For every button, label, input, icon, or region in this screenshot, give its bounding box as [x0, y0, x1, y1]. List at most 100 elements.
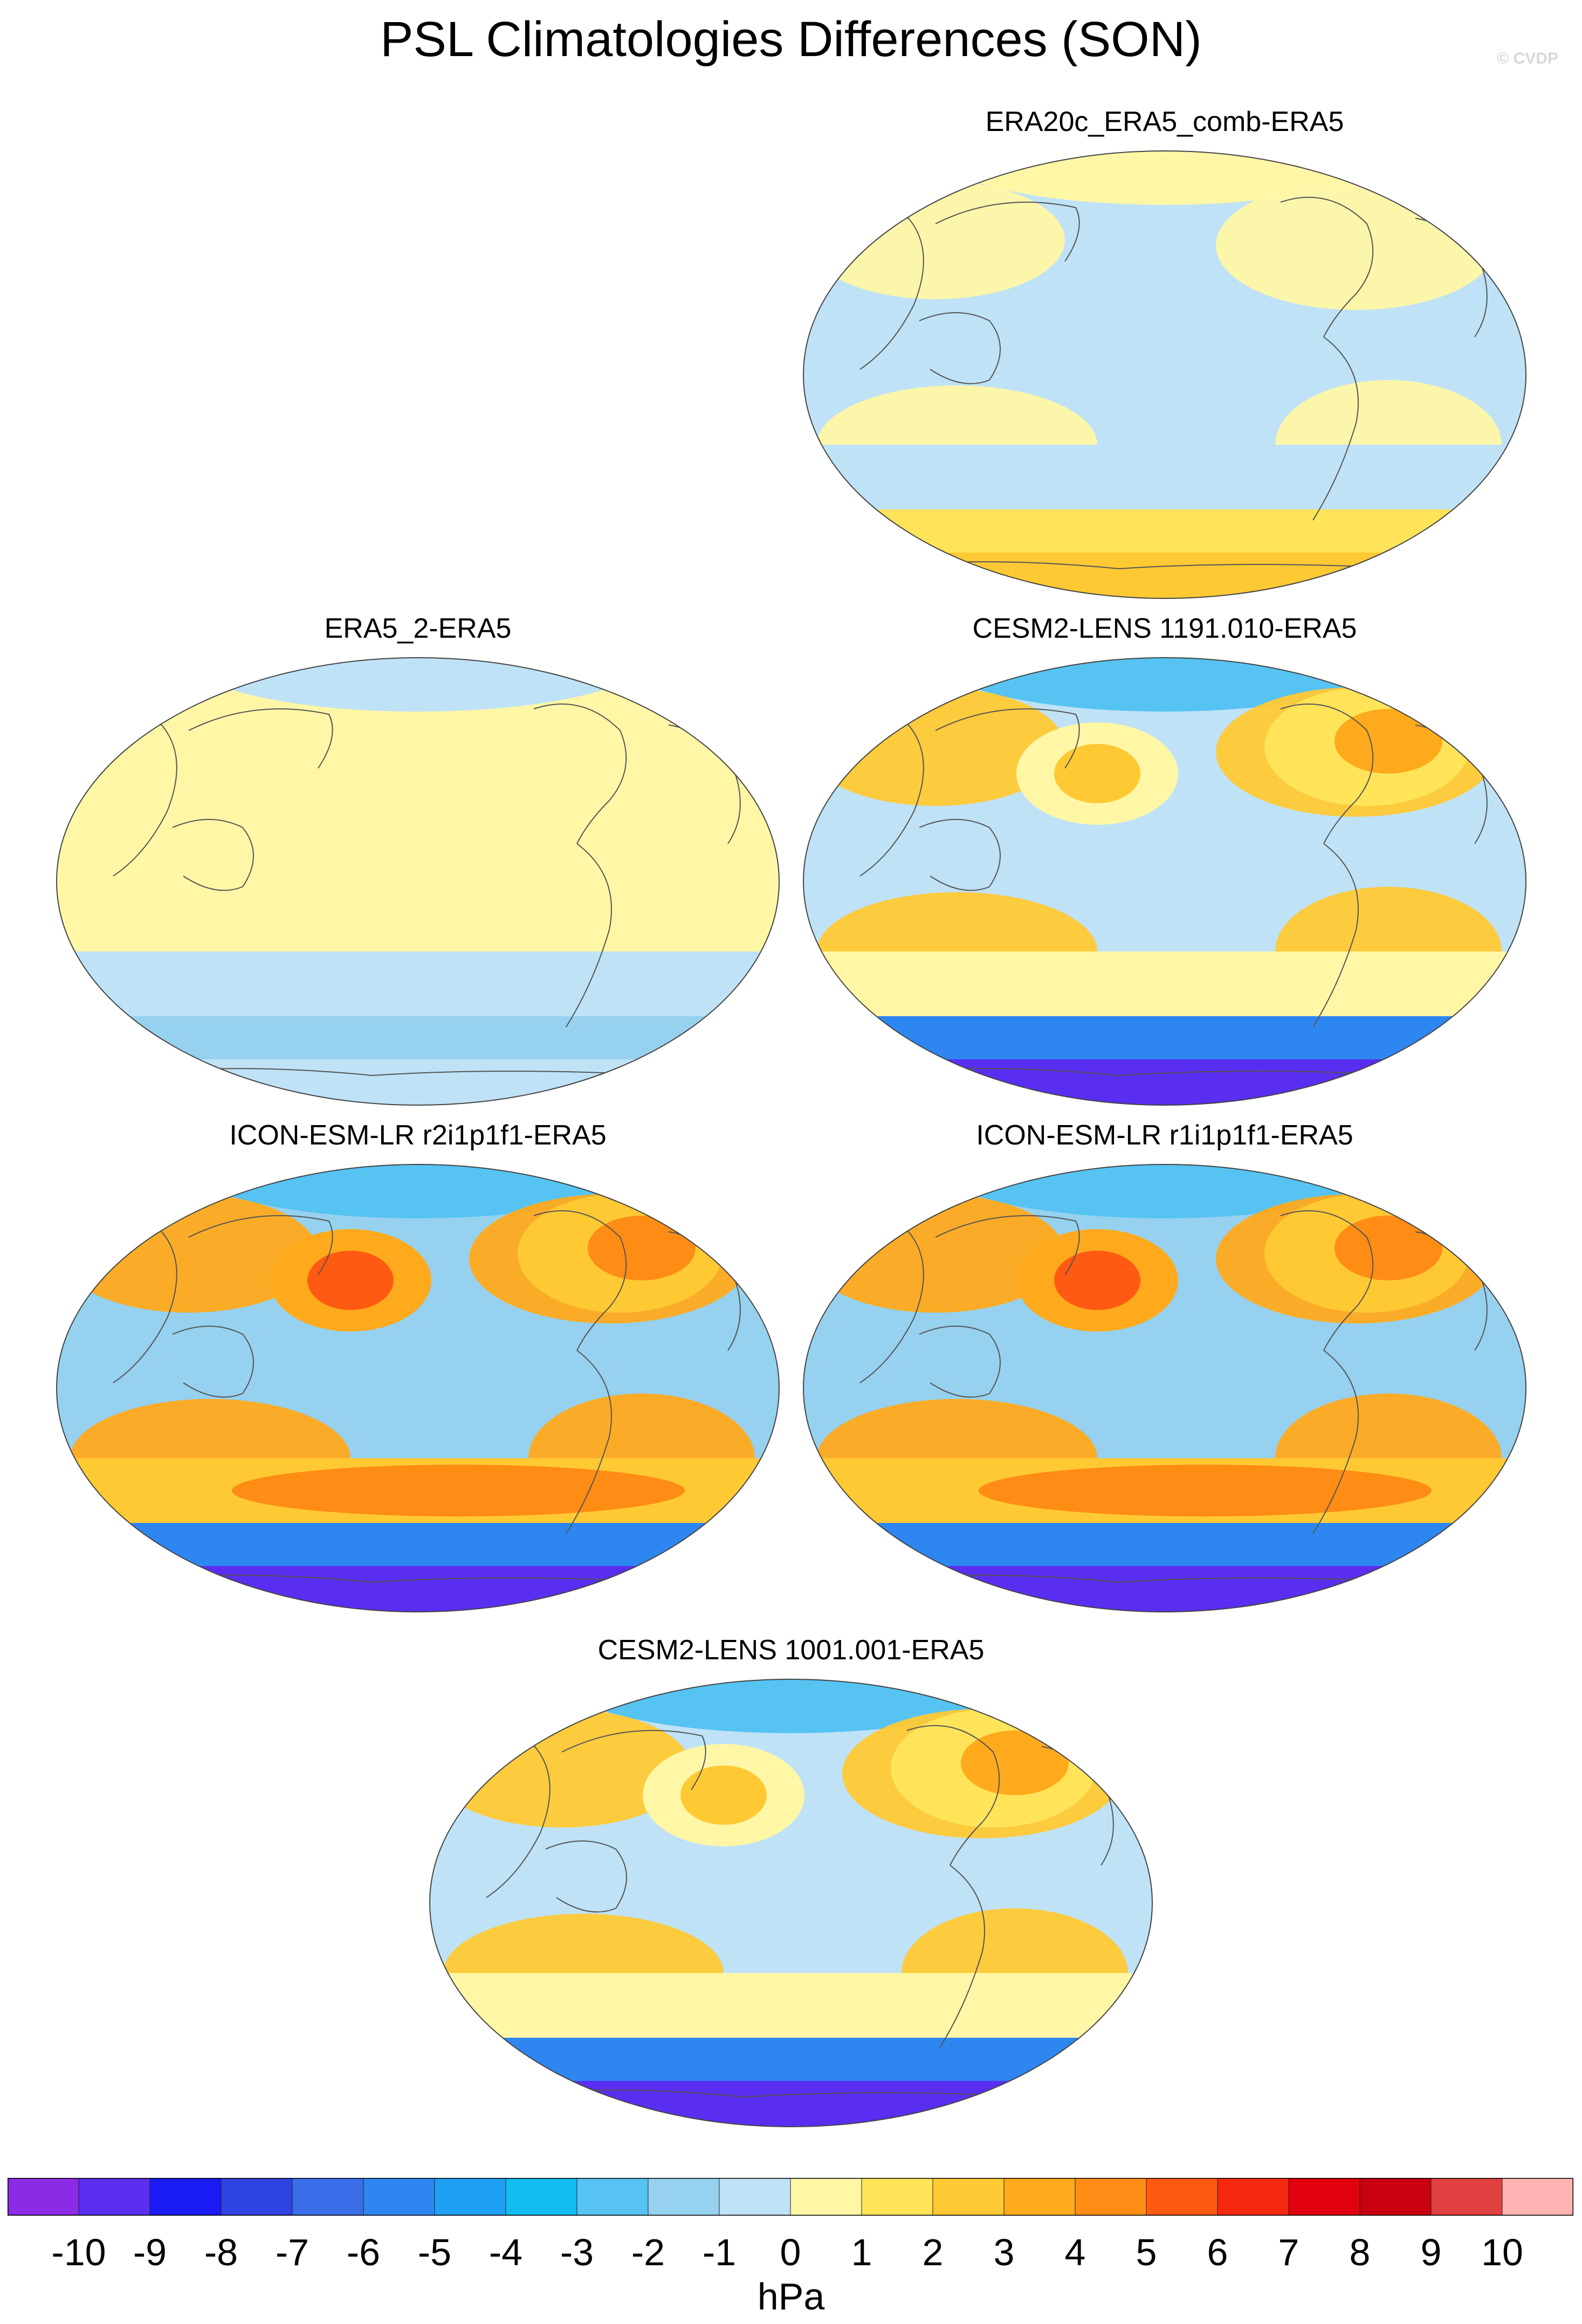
map-cesm-1191 [803, 657, 1526, 1106]
coastline [919, 1326, 1001, 1398]
colorbar-tick-label: -5 [417, 2231, 452, 2273]
colorbar-tick-label: -1 [702, 2231, 737, 2273]
colorbar-tick-label: 6 [1207, 2231, 1228, 2273]
coastline [1312, 336, 1359, 521]
colorbar-swatch [363, 2178, 435, 2216]
colorbar-swatch [719, 2178, 791, 2216]
north-pacific-core [307, 1251, 394, 1310]
colorbar-swatch [434, 2178, 506, 2216]
colorbar-tick-label: 5 [1136, 2231, 1157, 2273]
coastline [561, 1730, 706, 1790]
colorbar-tick-label: -2 [631, 2231, 665, 2273]
coastline [935, 708, 1080, 769]
coastline [1312, 1350, 1359, 1534]
coastline [919, 312, 1001, 384]
north-pacific-core [1054, 1251, 1140, 1310]
field-contours [57, 1164, 779, 1612]
coastline [172, 1326, 254, 1398]
field-contours [430, 1679, 1152, 2127]
colorbar-tick-label: -9 [133, 2231, 167, 2273]
coastline [172, 819, 254, 891]
coastline [1280, 197, 1374, 337]
colorbar-tick-label: 3 [993, 2231, 1015, 2273]
colorbar-tick-label: 7 [1278, 2231, 1299, 2273]
colorbar-swatch [78, 2178, 150, 2216]
globe-outline [803, 1164, 1526, 1612]
colorbar-swatch [1217, 2178, 1289, 2216]
map-cesm-1001 [429, 1679, 1153, 2127]
arctic-anomaly [565, 1679, 1017, 1733]
arctic-anomaly [191, 658, 644, 712]
colorbar-tick-label: 2 [922, 2231, 944, 2273]
page-title: PSL Climatologies Differences (SON) [380, 12, 1202, 67]
map-icon-r1 [803, 1164, 1526, 1612]
field-contours [803, 1164, 1526, 1612]
north-pacific-core [680, 1766, 767, 1825]
colorbar-swatch [576, 2178, 649, 2216]
colorbar [8, 2178, 1573, 2216]
coastline [533, 704, 627, 844]
map-panel-era5-2: ERA5_2-ERA5 [49, 612, 787, 1113]
arctic-anomaly [938, 151, 1391, 205]
field-contours [803, 658, 1526, 1105]
globe-outline [56, 657, 780, 1106]
subtropical-high-anomaly [806, 181, 1065, 299]
colorbar-swatch [1288, 2178, 1360, 2216]
coastline [906, 1725, 1000, 1866]
coastline [919, 819, 1001, 891]
panel-title: CESM2-LENS 1191.010-ERA5 [972, 613, 1357, 644]
colorbar-swatch [648, 2178, 720, 2216]
colorbar-tick-label: -3 [560, 2231, 594, 2273]
globe-outline [803, 657, 1526, 1106]
southern-midlatitude-core [979, 1465, 1432, 1516]
north-atlantic-core [961, 1730, 1069, 1795]
southern-midlatitude-band [803, 445, 1526, 509]
colorbar-tick-label: 10 [1481, 2231, 1523, 2273]
map-icon-r2 [56, 1164, 780, 1612]
southern-midlatitude-core [232, 1465, 685, 1516]
colorbar-swatch [8, 2178, 79, 2216]
coastline [935, 202, 1080, 262]
map-panel-icon-r1: ICON-ESM-LR r1i1p1f1-ERA5 [795, 1119, 1534, 1620]
colorbar-units: hPa [757, 2275, 825, 2318]
north-atlantic-core [588, 1216, 696, 1280]
colorbar-tick-label: -8 [204, 2231, 238, 2273]
coastline [939, 1865, 985, 2049]
southern-midlatitude-band [430, 1973, 1152, 2038]
coastline [188, 708, 333, 769]
colorbar-tick-label: 4 [1064, 2231, 1086, 2273]
coastline [1280, 1210, 1374, 1351]
colorbar-swatch [1502, 2178, 1573, 2216]
colorbar-swatch [1146, 2178, 1218, 2216]
colorbar-swatch [1075, 2178, 1147, 2216]
north-atlantic-core [1335, 709, 1442, 774]
map-panel-cesm-1191: CESM2-LENS 1191.010-ERA5 [795, 612, 1534, 1113]
southern-midlatitude-band [803, 951, 1526, 1016]
colorbar-swatch [1003, 2178, 1076, 2216]
map-era5-2 [56, 657, 780, 1106]
map-panel-icon-r2: ICON-ESM-LR r2i1p1f1-ERA5 [49, 1119, 787, 1620]
colorbar-tick-label: 0 [780, 2231, 801, 2273]
colorbar-swatch [861, 2178, 933, 2216]
southern-midlatitude-band [57, 951, 779, 1016]
field-contours [57, 658, 779, 1105]
arctic-anomaly [938, 658, 1391, 712]
arctic-anomaly [938, 1164, 1391, 1218]
colorbar-tick-label: 9 [1420, 2231, 1442, 2273]
colorbar-tick-label: -4 [489, 2231, 523, 2273]
colorbar-swatch [221, 2178, 293, 2216]
field-contours [803, 151, 1526, 598]
coastline [1280, 704, 1374, 844]
coastline [545, 1840, 627, 1913]
coastline [566, 1350, 612, 1534]
globe-outline [56, 1164, 780, 1612]
colorbar-tick-label: -7 [275, 2231, 309, 2273]
map-panel-cesm-1001: CESM2-LENS 1001.001-ERA5 [422, 1633, 1160, 2135]
colorbar-swatch [932, 2178, 1005, 2216]
panel-title: ICON-ESM-LR r2i1p1f1-ERA5 [229, 1120, 607, 1151]
globe-outline [429, 1679, 1153, 2127]
panel-title: ERA20c_ERA5_comb-ERA5 [985, 106, 1344, 137]
north-pacific-core [1054, 744, 1140, 803]
colorbar-swatch [1430, 2178, 1503, 2216]
colorbar-swatch [1359, 2178, 1432, 2216]
